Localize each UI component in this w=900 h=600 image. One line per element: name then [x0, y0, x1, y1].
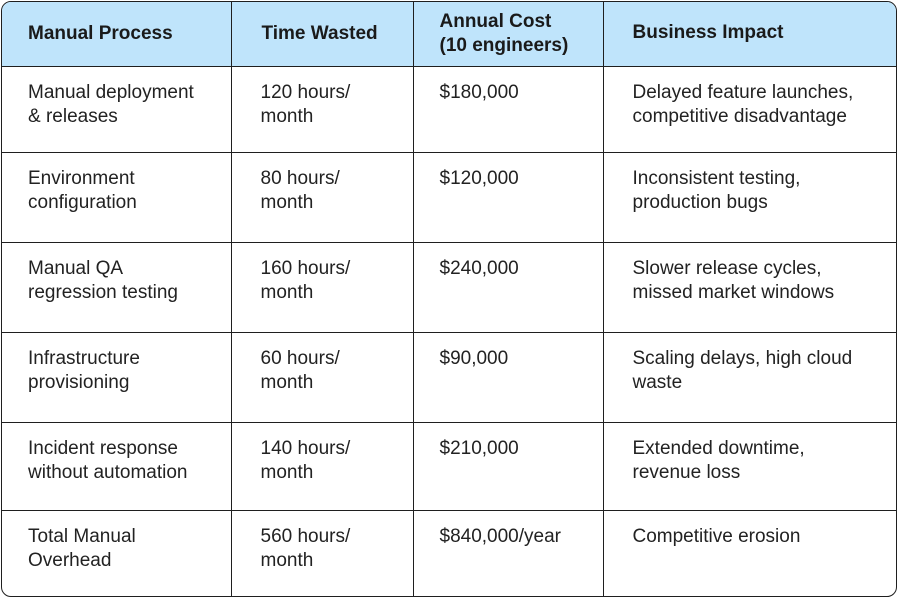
- cell-impact-line1: Extended downtime,: [632, 437, 805, 459]
- cell-process-line2: without automation: [28, 461, 188, 483]
- table-row: Manual deployment & releases 120 hours/mo…: [2, 66, 896, 153]
- cell-impact-line2: waste: [632, 371, 683, 393]
- cell-time-line2: month: [260, 281, 314, 303]
- cell-process: Infrastructure provisioning: [2, 332, 232, 423]
- cell-cost-value: $180,000: [439, 81, 519, 103]
- cell-impact: Scaling delays, high cloud waste: [603, 332, 896, 423]
- cell-impact-line1: Scaling delays, high cloud: [632, 347, 853, 369]
- table-row-total: Total Manual Overhead 560 hours/month $84…: [2, 510, 896, 596]
- header-time-wasted-label: Time Wasted: [261, 23, 378, 44]
- cell-impact: Inconsistent testing, production bugs: [603, 152, 896, 243]
- header-annual-cost-label-line2: (10 engineers): [439, 35, 569, 56]
- header-annual-cost-label-line1: Annual Cost: [439, 11, 552, 32]
- cell-time: 140 hours/month: [231, 422, 414, 511]
- cell-impact: Delayed feature launches, competitive dis…: [603, 66, 896, 153]
- cell-process: Manual deployment & releases: [2, 66, 232, 153]
- cell-time-line2: month: [260, 105, 314, 127]
- cell-process: Total Manual Overhead: [2, 510, 232, 596]
- cell-process-line1: Infrastructure: [28, 347, 140, 369]
- cell-time: 60 hours/month: [231, 332, 414, 423]
- cell-process-line1: Environment: [28, 167, 135, 189]
- cell-time: 120 hours/month: [231, 66, 414, 153]
- cell-process: Manual QA regression testing: [2, 242, 232, 333]
- cell-time: 560 hours/month: [231, 510, 414, 596]
- table-row: Infrastructure provisioning 60 hours/mont…: [2, 332, 896, 423]
- header-manual-process-label: Manual Process: [28, 23, 173, 44]
- cell-cost-value: $90,000: [439, 347, 509, 369]
- cell-time: 160 hours/month: [231, 242, 414, 333]
- cell-impact-line1: Inconsistent testing,: [632, 167, 801, 189]
- cell-time-line2: month: [260, 549, 314, 571]
- cell-impact-line1: Slower release cycles,: [632, 257, 822, 279]
- cell-time-line1: 140 hours/: [260, 437, 351, 459]
- header-time-wasted: Time Wasted: [231, 2, 414, 67]
- cell-time-line2: month: [260, 191, 314, 213]
- cell-process-line2: Overhead: [28, 549, 112, 571]
- cell-impact-line2: competitive disadvantage: [632, 105, 847, 127]
- cell-cost: $180,000: [413, 66, 604, 153]
- table-row: Incident response without automation 140 …: [2, 422, 896, 511]
- table-row: Environment configuration 80 hours/month …: [2, 152, 896, 243]
- table-header: Manual Process Time Wasted Annual Cost (1…: [2, 2, 896, 67]
- cell-impact-line1: Competitive erosion: [632, 525, 801, 547]
- cell-cost: $840,000/year: [413, 510, 604, 596]
- cell-cost-value: $840,000/year: [439, 525, 562, 547]
- cell-cost-value: $210,000: [439, 437, 519, 459]
- cell-time-line2: month: [260, 461, 314, 483]
- cell-process-line1: Total Manual: [28, 525, 136, 547]
- cell-process-line2: regression testing: [28, 281, 178, 303]
- header-annual-cost: Annual Cost (10 engineers): [413, 2, 604, 67]
- cell-time-line1: 160 hours/: [260, 257, 351, 279]
- cell-cost: $240,000: [413, 242, 604, 333]
- table-body: Manual deployment & releases 120 hours/mo…: [2, 66, 896, 596]
- cell-cost: $210,000: [413, 422, 604, 511]
- cell-process-line1: Manual deployment: [28, 81, 194, 103]
- table-row: Manual QA regression testing 160 hours/mo…: [2, 242, 896, 333]
- cell-impact-line2: missed market windows: [632, 281, 835, 303]
- header-row: Manual Process Time Wasted Annual Cost (1…: [2, 2, 896, 67]
- cell-impact: Competitive erosion: [603, 510, 896, 596]
- cell-process: Environment configuration: [2, 152, 232, 243]
- cell-time-line1: 560 hours/: [260, 525, 351, 547]
- cell-process-line1: Incident response: [28, 437, 178, 459]
- cell-impact: Slower release cycles, missed market wind…: [603, 242, 896, 333]
- cell-time-line1: 60 hours/: [260, 347, 340, 369]
- cell-impact: Extended downtime, revenue loss: [603, 422, 896, 511]
- cell-process: Incident response without automation: [2, 422, 232, 511]
- cell-process-line2: & releases: [28, 105, 118, 127]
- header-manual-process: Manual Process: [2, 2, 232, 67]
- cell-impact-line1: Delayed feature launches,: [632, 81, 854, 103]
- cell-cost-value: $120,000: [439, 167, 519, 189]
- cell-process-line2: configuration: [28, 191, 137, 213]
- cell-time-line1: 80 hours/: [260, 167, 340, 189]
- cell-time-line1: 120 hours/: [260, 81, 351, 103]
- header-business-impact-label: Business Impact: [632, 22, 784, 43]
- header-business-impact: Business Impact: [603, 2, 896, 67]
- cell-cost: $90,000: [413, 332, 604, 423]
- cell-impact-line2: production bugs: [632, 191, 768, 213]
- cell-time-line2: month: [260, 371, 314, 393]
- cell-cost: $120,000: [413, 152, 604, 243]
- cell-cost-value: $240,000: [439, 257, 519, 279]
- cell-time: 80 hours/month: [231, 152, 414, 243]
- cell-process-line1: Manual QA: [28, 257, 124, 279]
- cell-process-line2: provisioning: [28, 371, 130, 393]
- cell-impact-line2: revenue loss: [632, 461, 741, 483]
